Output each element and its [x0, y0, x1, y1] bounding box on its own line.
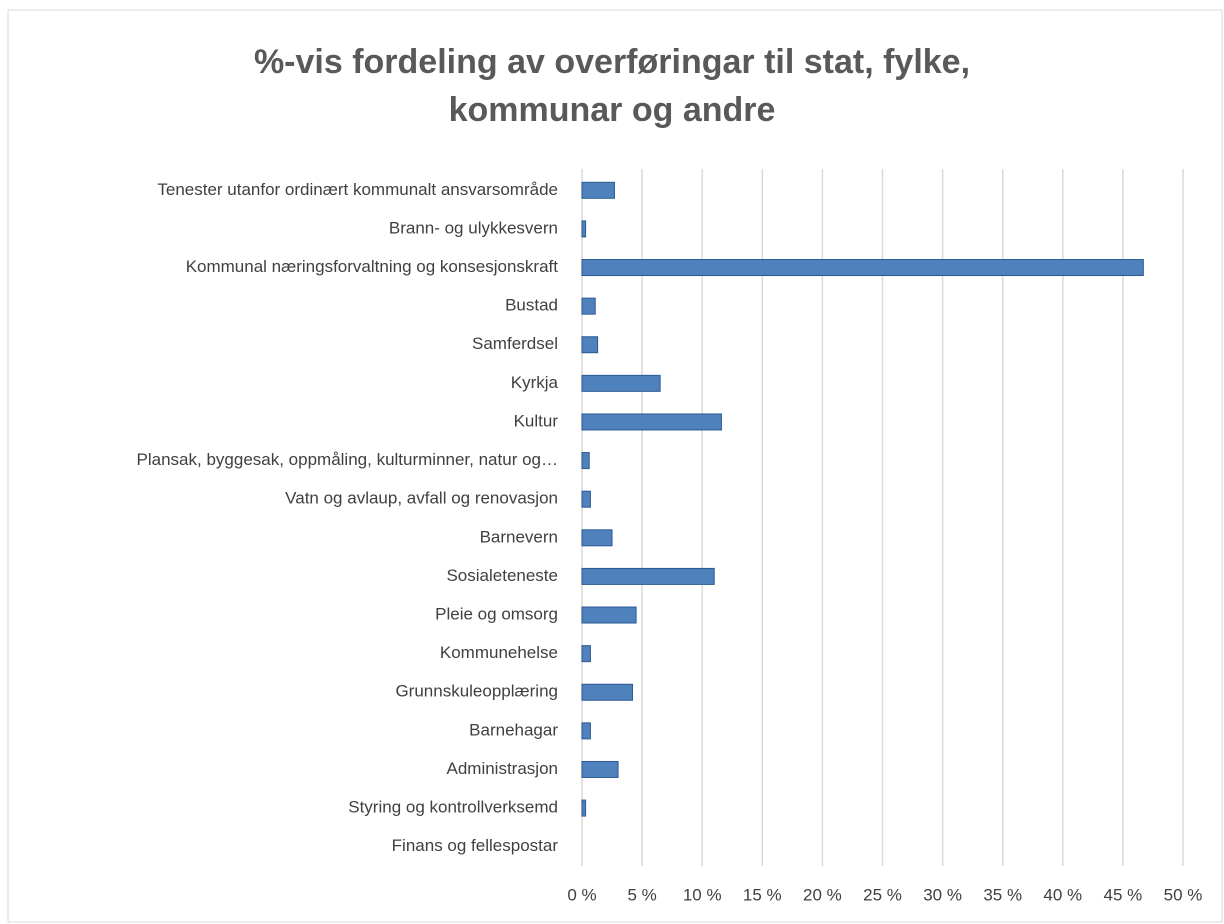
bar	[581, 259, 1144, 277]
bar	[581, 220, 587, 238]
x-tick-label: 10 %	[683, 885, 722, 904]
y-tick-label: Vatn og avlaup, avfall og renovasjon	[285, 489, 558, 508]
bar	[581, 567, 715, 585]
y-tick-label: Sosialeteneste	[446, 566, 558, 585]
y-tick-label: Administrasjon	[447, 759, 559, 778]
y-tick-label: Styring og kontrollverksemd	[348, 798, 558, 817]
bar	[581, 645, 591, 663]
y-tick-label: Grunnskuleopplæring	[395, 682, 558, 701]
bar	[581, 490, 591, 508]
bar	[581, 181, 615, 199]
y-tick-label: Kultur	[514, 411, 559, 430]
x-tick-label: 5 %	[627, 885, 656, 904]
bar	[581, 606, 637, 624]
y-tick-label: Barnevern	[480, 527, 558, 546]
x-tick-label: 35 %	[983, 885, 1022, 904]
bar	[581, 722, 591, 740]
y-tick-label: Pleie og omsorg	[435, 605, 558, 624]
y-tick-label: Kommunal næringsforvaltning og konsesjon…	[186, 257, 559, 276]
chart-title: %-vis fordeling av overføringar til stat…	[253, 43, 971, 129]
y-tick-label: Tenester utanfor ordinært kommunalt ansv…	[157, 180, 558, 199]
bar	[581, 683, 633, 701]
bar	[581, 760, 619, 778]
bar	[581, 452, 590, 470]
x-tick-label: 50 %	[1164, 885, 1203, 904]
y-tick-label: Finans og fellespostar	[392, 836, 559, 855]
y-tick-label: Barnehagar	[469, 720, 558, 739]
x-tick-label: 0 %	[567, 885, 596, 904]
bar	[581, 297, 596, 315]
x-tick-label: 30 %	[923, 885, 962, 904]
x-tick-label: 25 %	[863, 885, 902, 904]
y-tick-label: Brann- og ulykkesvern	[389, 218, 558, 237]
bar	[581, 413, 722, 431]
bar	[581, 374, 661, 392]
x-tick-label: 15 %	[743, 885, 782, 904]
y-tick-label: Plansak, byggesak, oppmåling, kulturminn…	[137, 450, 558, 469]
bar	[581, 799, 587, 817]
bar	[581, 336, 599, 354]
x-tick-label: 40 %	[1043, 885, 1082, 904]
y-tick-label: Kyrkja	[511, 373, 559, 392]
y-tick-label: Samferdsel	[472, 334, 558, 353]
y-tick-label: Kommunehelse	[440, 643, 558, 662]
x-tick-label: 20 %	[803, 885, 842, 904]
y-tick-label: Bustad	[505, 296, 558, 315]
x-tick-label: 45 %	[1104, 885, 1143, 904]
bar	[581, 529, 613, 547]
